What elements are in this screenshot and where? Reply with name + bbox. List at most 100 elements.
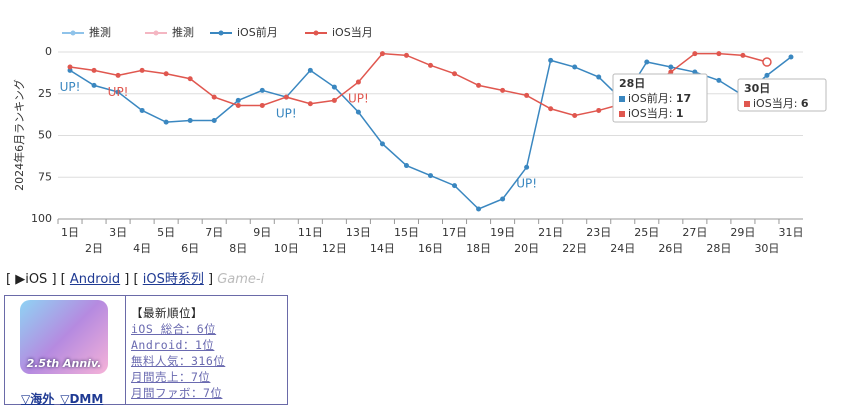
x-tick-label: 21日 [538, 226, 563, 239]
x-tick-label: 17日 [442, 226, 467, 239]
tab-bracket: [ [60, 272, 66, 287]
tooltip-swatch [619, 111, 625, 117]
tooltip-line: iOS前月: 17 [628, 91, 691, 105]
tooltip-box [737, 78, 827, 112]
data-point [548, 57, 554, 63]
data-point [692, 69, 698, 75]
x-tick-label: 8日 [229, 242, 247, 255]
store-link[interactable]: ▽DMM [60, 392, 104, 406]
data-point [307, 67, 313, 73]
y-tick-label: 50 [38, 129, 52, 142]
tab-bar: [ ▶iOS ] [ Android ] [ iOS時系列 ] Game-i [6, 268, 264, 287]
data-point [428, 173, 433, 179]
x-tick-label: 24日 [610, 242, 635, 255]
tab[interactable]: iOS時系列 [142, 272, 204, 287]
tab-bracket: ] [124, 272, 130, 287]
data-point [740, 52, 746, 58]
data-point [211, 94, 217, 100]
tab-bracket: ] [51, 272, 57, 287]
tab[interactable]: Android [69, 272, 121, 287]
x-tick-label: 15日 [394, 226, 419, 239]
data-point [355, 109, 361, 115]
tooltip-text: iOS当月 [753, 96, 794, 110]
x-tick-label: 9日 [253, 226, 271, 239]
rank-link[interactable]: iOS 総合：6位 [131, 322, 217, 336]
data-point [115, 89, 121, 95]
tab-bracket: [ [133, 272, 139, 287]
data-point [187, 76, 193, 82]
highlight-point [762, 57, 772, 67]
data-point [692, 51, 698, 57]
annotation: UP! [348, 92, 369, 106]
x-tick-label: 28日 [706, 242, 731, 255]
rank-link[interactable]: 月間売上：7位 [131, 370, 211, 384]
x-tick-label: 3日 [109, 226, 127, 239]
data-point [668, 69, 674, 75]
data-point [548, 106, 554, 112]
data-point [524, 92, 530, 98]
x-tick-label: 23日 [586, 226, 611, 239]
y-tick-label: 100 [31, 212, 52, 225]
app-card: 2.5th Anniv. ▽海外 ▽DMM 【最新順位】 iOS 総合：6位 And… [4, 295, 288, 407]
tooltip-swatch [744, 101, 750, 107]
tooltip-text: : [669, 92, 676, 105]
tooltip-title: 30日 [744, 82, 770, 95]
y-tick-label: 25 [38, 87, 52, 100]
store-link[interactable]: ▽海外 [21, 392, 55, 406]
data-point [452, 71, 458, 77]
tooltip-title: 28日 [619, 77, 645, 90]
legend-label: iOS前月 [237, 25, 278, 39]
x-tick-label: 20日 [514, 242, 539, 255]
data-point [67, 64, 73, 70]
data-point [139, 67, 145, 73]
data-point [379, 51, 385, 57]
annotation: UP! [108, 85, 129, 99]
data-point [163, 119, 169, 125]
data-point [764, 72, 770, 78]
data-point [283, 94, 289, 100]
x-tick-label: 29日 [730, 226, 755, 239]
x-tick-label: 14日 [370, 242, 395, 255]
app-icon[interactable]: 2.5th Anniv. [20, 300, 108, 374]
x-tick-label: 4日 [133, 242, 151, 255]
tooltip-text: : [794, 97, 801, 110]
data-point [476, 206, 482, 212]
x-tick-label: 10日 [274, 242, 299, 255]
store-links: ▽海外 ▽DMM [21, 390, 109, 407]
data-point [331, 84, 337, 90]
rank-link[interactable]: Android：1位 [131, 338, 215, 352]
rank-link[interactable]: 無料人気：316位 [131, 354, 226, 368]
data-point [91, 82, 97, 88]
data-point [259, 102, 265, 108]
data-point [163, 71, 169, 77]
rank-link[interactable]: 月間ファボ：7位 [131, 386, 223, 400]
tooltip-text: iOS当月 [628, 106, 669, 120]
data-point [139, 107, 145, 113]
x-tick-label: 26日 [658, 242, 683, 255]
x-tick-label: 19日 [490, 226, 515, 239]
tooltip-swatch [619, 96, 625, 102]
x-tick-label: 11日 [298, 226, 323, 239]
data-point [596, 107, 602, 113]
x-tick-label: 31日 [778, 226, 803, 239]
data-point [596, 74, 602, 80]
data-point [668, 64, 674, 70]
tab-bracket: ] [207, 272, 214, 287]
icon-text: 2.5th Anniv. [26, 357, 102, 370]
x-tick-label: 22日 [562, 242, 587, 255]
app-icon-cell: 2.5th Anniv. ▽海外 ▽DMM [5, 296, 126, 407]
data-point [476, 82, 482, 88]
data-point [716, 51, 722, 57]
tooltip-text: iOS前月 [628, 91, 669, 105]
legend-marker [218, 30, 224, 36]
annotation: UP! [276, 107, 297, 121]
x-tick-label: 30日 [754, 242, 779, 255]
x-tick-label: 12日 [322, 242, 347, 255]
x-tick-label: 1日 [61, 226, 79, 239]
tab-bracket: [ [6, 272, 12, 287]
data-point [307, 101, 313, 107]
data-point [572, 112, 578, 118]
data-point [211, 117, 217, 123]
